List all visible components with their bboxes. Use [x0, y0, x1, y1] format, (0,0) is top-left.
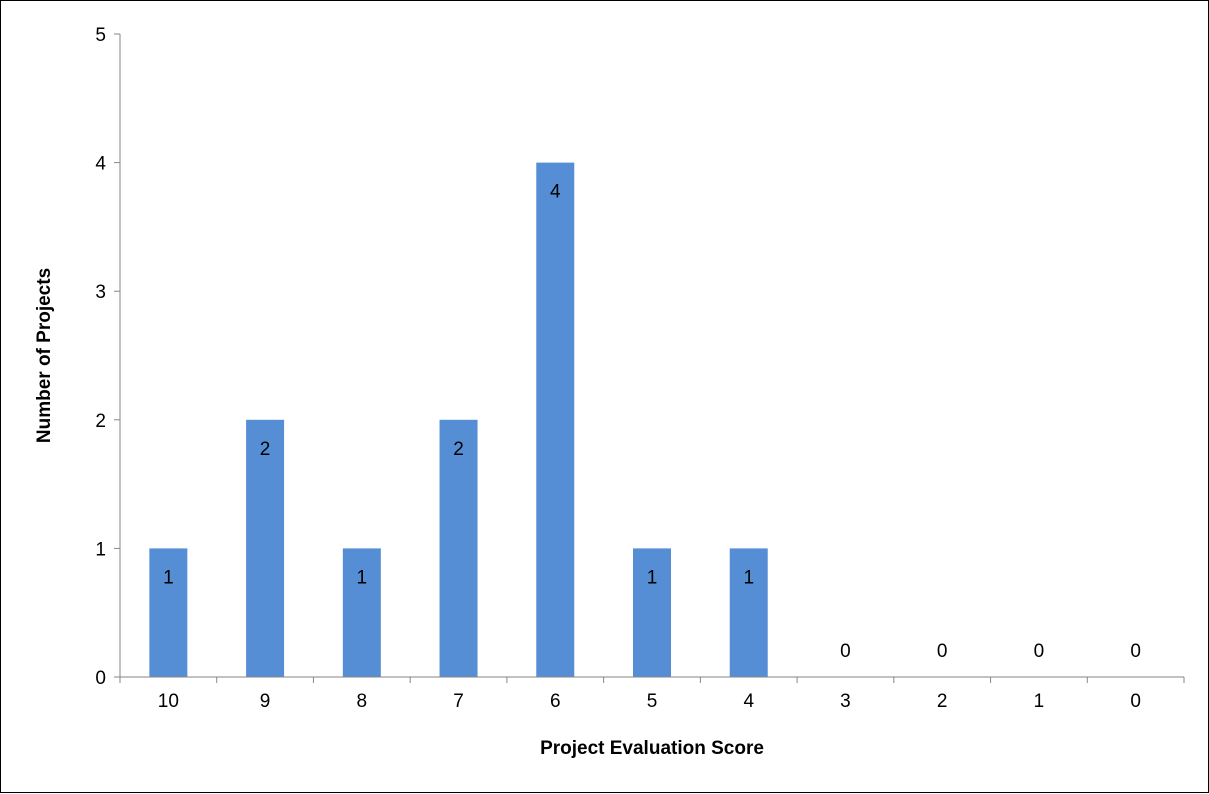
data-label: 4 — [550, 182, 561, 203]
data-label: 0 — [1130, 641, 1141, 662]
y-tick-label: 1 — [95, 539, 106, 560]
x-tick-label: 7 — [453, 691, 464, 712]
x-tick-label: 5 — [647, 691, 658, 712]
x-tick-label: 4 — [743, 691, 754, 712]
y-tick-label: 2 — [95, 411, 106, 432]
x-tick-label: 2 — [937, 691, 948, 712]
x-tick-label: 1 — [1034, 691, 1045, 712]
bar — [342, 548, 381, 677]
x-tick-label: 8 — [357, 691, 368, 712]
x-tick-label: 0 — [1130, 691, 1141, 712]
y-tick-label: 3 — [95, 282, 106, 303]
data-label: 0 — [840, 641, 851, 662]
y-axis-ticks: 0 1 2 3 4 5 — [95, 25, 120, 689]
bar — [633, 548, 671, 677]
data-label: 1 — [163, 567, 174, 588]
bar — [149, 548, 188, 677]
bar — [439, 419, 478, 677]
x-tick-label: 9 — [260, 691, 271, 712]
x-tick-label: 10 — [158, 691, 179, 712]
x-axis-title: Project Evaluation Score — [540, 738, 764, 759]
x-tick-label: 3 — [840, 691, 851, 712]
data-label: 1 — [647, 567, 658, 588]
y-tick-label: 5 — [95, 25, 106, 46]
x-axis-ticks: 10 9 8 7 6 5 4 3 2 1 0 — [119, 677, 1185, 712]
y-axis-title: Number of Projects — [34, 268, 55, 443]
data-label: 2 — [453, 439, 464, 460]
data-label: 1 — [357, 567, 368, 588]
data-labels-group: 1 2 1 2 4 1 1 0 0 0 0 — [163, 182, 1141, 662]
bars-group — [149, 162, 768, 678]
data-label: 1 — [743, 567, 754, 588]
x-tick-label: 6 — [550, 691, 561, 712]
bar — [246, 419, 285, 677]
y-tick-label: 4 — [95, 154, 106, 175]
bar — [536, 162, 575, 678]
data-label: 0 — [937, 641, 948, 662]
data-label: 2 — [260, 439, 271, 460]
y-tick-label: 0 — [95, 668, 106, 689]
bar — [729, 548, 768, 677]
data-label: 0 — [1034, 641, 1045, 662]
